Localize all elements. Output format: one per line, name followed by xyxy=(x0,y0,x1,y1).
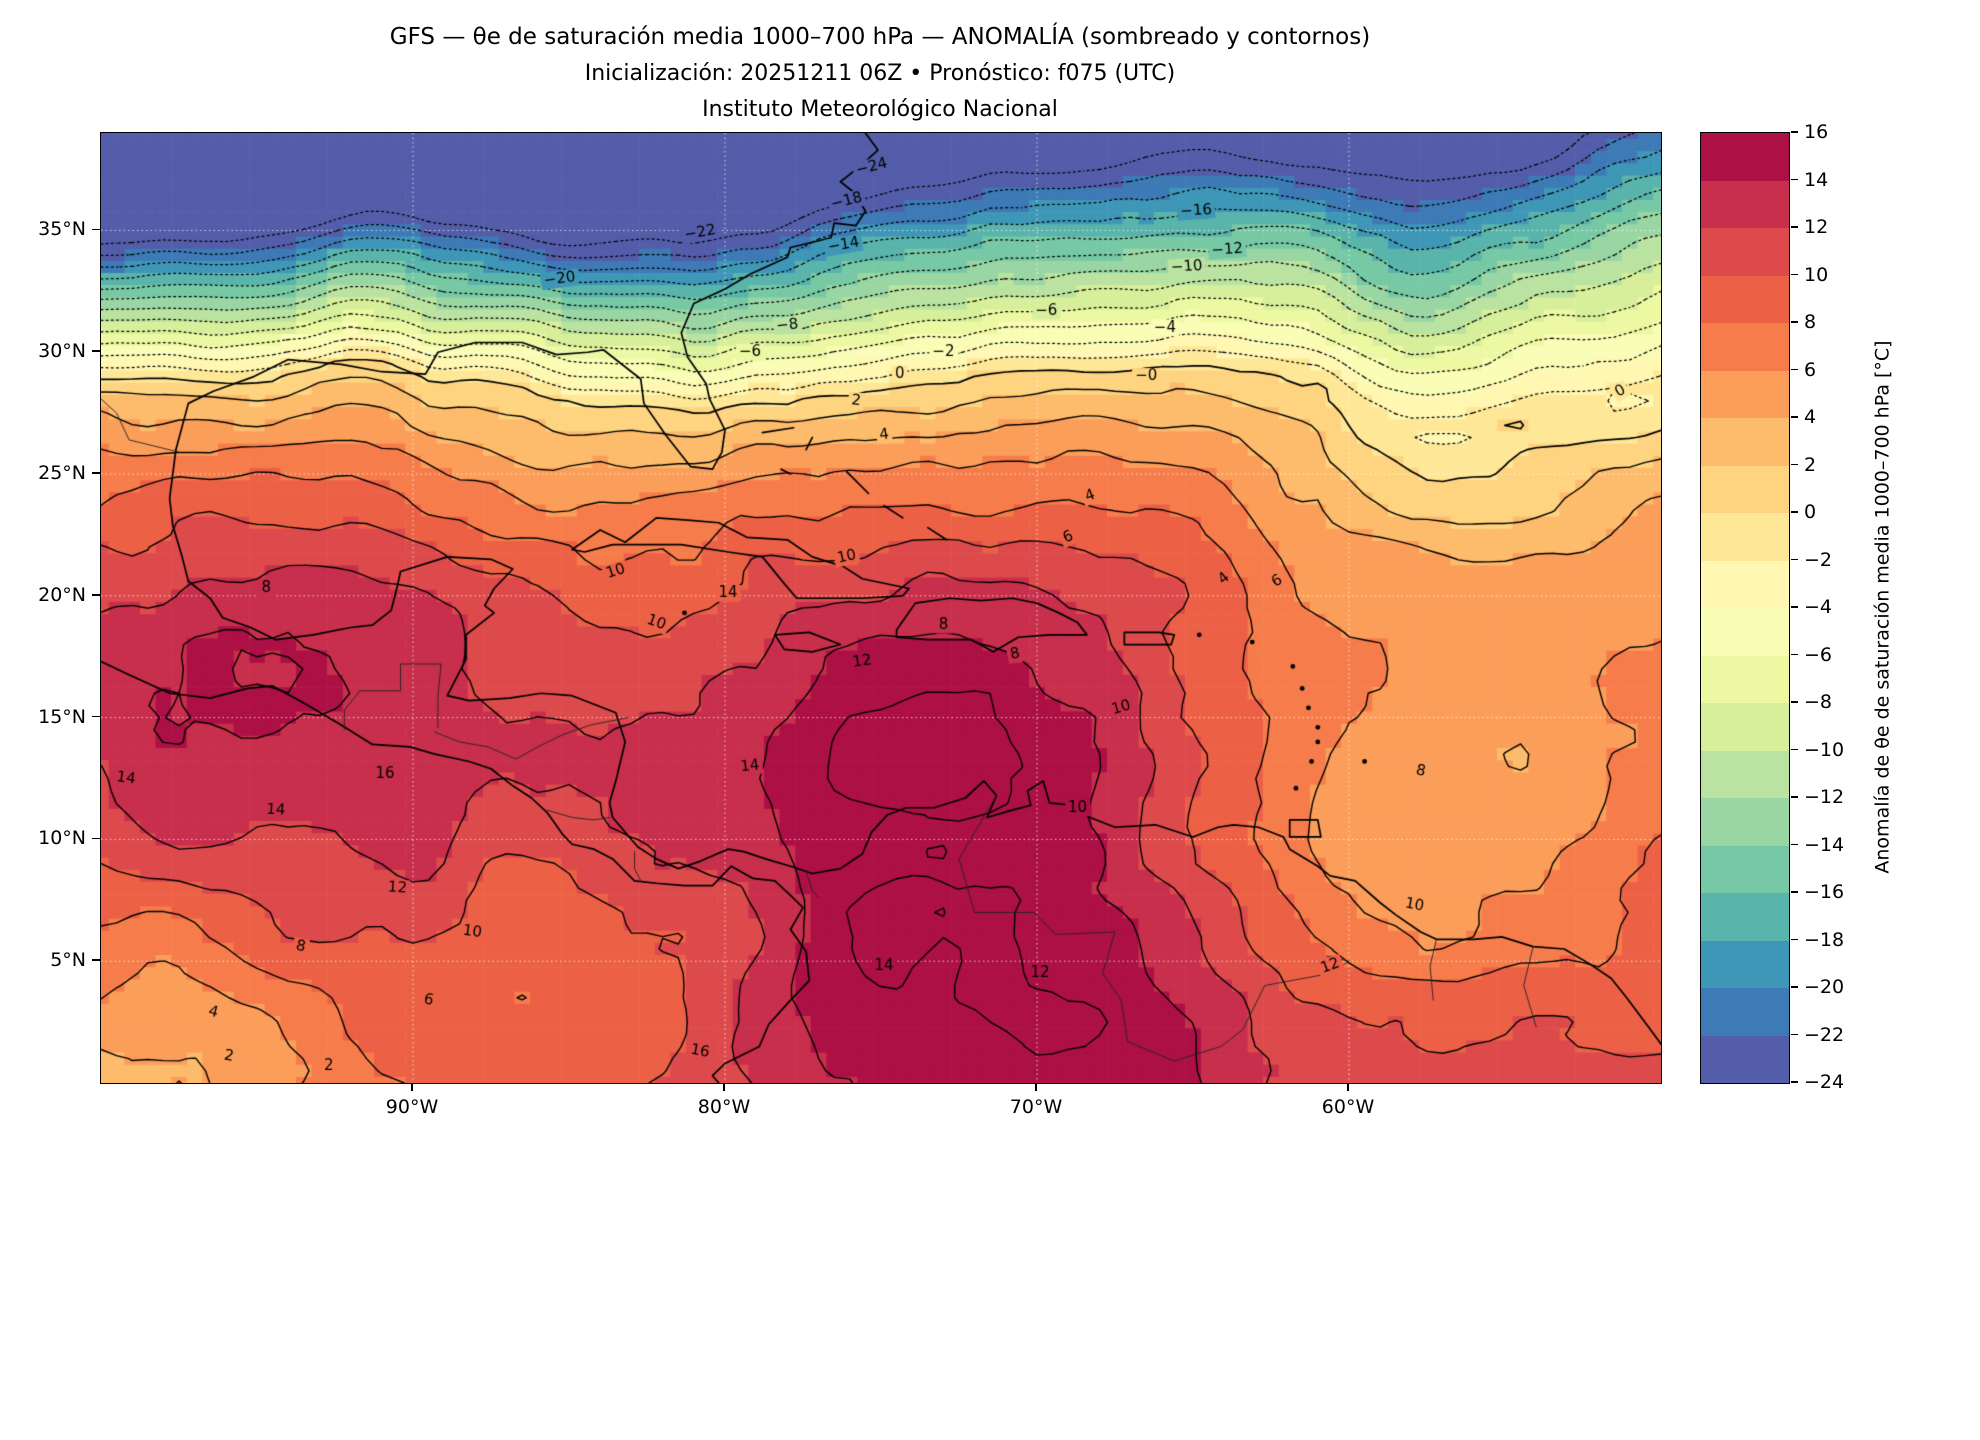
colorbar-segment xyxy=(1701,180,1789,228)
colorbar-tick-mark xyxy=(1791,178,1798,181)
colorbar-tick-label: −16 xyxy=(1804,881,1845,903)
colorbar-tick-mark xyxy=(1791,273,1798,276)
y-tick-mark xyxy=(92,350,100,352)
x-tick-label: 60°W xyxy=(1321,1096,1375,1118)
colorbar-tick-label: 16 xyxy=(1804,121,1829,143)
colorbar-segment xyxy=(1701,703,1789,751)
y-tick-label: 5°N xyxy=(50,949,86,972)
colorbar-tick-label: 12 xyxy=(1804,216,1829,238)
chart-title: GFS — θe de saturación media 1000–700 hP… xyxy=(389,24,1371,50)
colorbar-label-container: Anomalía de θe de saturación media 1000–… xyxy=(1848,132,1918,1082)
colorbar-tick-label: −8 xyxy=(1804,691,1833,713)
colorbar-segment xyxy=(1701,133,1789,181)
colorbar-tick-label: −10 xyxy=(1804,738,1845,761)
colorbar-tick-mark xyxy=(1791,558,1798,561)
colorbar-tick-label: −20 xyxy=(1804,976,1845,998)
x-tick-mark xyxy=(723,1083,725,1091)
x-tick-label: 80°W xyxy=(697,1096,751,1118)
colorbar-tick-label: −2 xyxy=(1804,548,1833,571)
colorbar-tick-mark xyxy=(1791,511,1798,513)
colorbar-segment xyxy=(1701,893,1789,941)
y-tick-label: 30°N xyxy=(38,340,86,363)
colorbar-tick-mark xyxy=(1791,701,1798,703)
x-tick-mark xyxy=(411,1083,413,1091)
colorbar-tick-mark xyxy=(1791,891,1798,893)
y-tick-mark xyxy=(92,837,100,840)
colorbar-tick-mark xyxy=(1791,368,1798,371)
colorbar-segment xyxy=(1701,465,1789,513)
colorbar-tick-label: 6 xyxy=(1804,358,1817,381)
anomaly-map-canvas xyxy=(101,133,1661,1083)
colorbar-tick-label: −6 xyxy=(1804,643,1833,666)
x-tick-label: 90°W xyxy=(385,1096,439,1118)
y-tick-label: 35°N xyxy=(38,218,86,241)
colorbar-segment xyxy=(1701,655,1789,703)
x-tick-mark xyxy=(1035,1083,1037,1091)
colorbar-tick-label: −4 xyxy=(1804,596,1833,618)
y-tick-label: 25°N xyxy=(38,462,86,485)
y-tick-mark xyxy=(92,228,100,231)
colorbar-segment xyxy=(1701,228,1789,276)
colorbar-segment xyxy=(1701,513,1789,561)
colorbar-tick-label: −14 xyxy=(1804,833,1845,856)
colorbar-segment xyxy=(1701,370,1789,418)
colorbar-tick-mark xyxy=(1791,606,1798,608)
colorbar-tick-label: 8 xyxy=(1804,311,1817,333)
y-tick-mark xyxy=(92,594,100,596)
colorbar-segment xyxy=(1701,988,1789,1036)
chart-subtitle: Inicialización: 20251211 06Z • Pronóstic… xyxy=(584,61,1176,86)
colorbar-segment xyxy=(1701,275,1789,323)
y-tick-label: 20°N xyxy=(38,583,86,606)
colorbar-segment xyxy=(1701,323,1789,371)
colorbar-tick-mark xyxy=(1791,843,1798,846)
colorbar-tick-label: 0 xyxy=(1804,501,1817,523)
colorbar-tick-mark xyxy=(1791,986,1798,988)
y-tick-mark xyxy=(92,472,100,474)
chart-institution: Instituto Meteorológico Nacional xyxy=(702,97,1058,122)
y-tick-label: 15°N xyxy=(38,705,86,728)
x-tick-mark xyxy=(1347,1083,1349,1091)
map-plot-area xyxy=(100,132,1662,1084)
colorbar-tick-mark xyxy=(1791,748,1798,751)
colorbar-tick-mark xyxy=(1791,1081,1798,1083)
colorbar-tick-label: 4 xyxy=(1804,406,1817,428)
y-tick-mark xyxy=(92,715,100,718)
colorbar-tick-label: −22 xyxy=(1804,1023,1845,1046)
colorbar-segment xyxy=(1701,560,1789,608)
colorbar-segment xyxy=(1701,798,1789,846)
colorbar-tick-label: −24 xyxy=(1804,1071,1845,1093)
colorbar-segment xyxy=(1701,750,1789,798)
colorbar-tick-mark xyxy=(1791,226,1798,228)
colorbar-tick-label: 14 xyxy=(1804,168,1829,191)
colorbar-tick-mark xyxy=(1791,938,1798,941)
colorbar-segment xyxy=(1701,845,1789,893)
colorbar-tick-mark xyxy=(1791,416,1798,418)
colorbar-segment xyxy=(1701,608,1789,656)
colorbar-tick-mark xyxy=(1791,131,1798,133)
y-tick-mark xyxy=(92,959,100,961)
x-tick-label: 70°W xyxy=(1009,1096,1063,1118)
colorbar-segment xyxy=(1701,940,1789,988)
colorbar-tick-mark xyxy=(1791,463,1798,466)
colorbar-tick-mark xyxy=(1791,653,1798,656)
colorbar-tick-mark xyxy=(1791,796,1798,798)
colorbar-tick-mark xyxy=(1791,1033,1798,1036)
colorbar-tick-label: −12 xyxy=(1804,786,1845,808)
colorbar-segment xyxy=(1701,418,1789,466)
y-tick-label: 10°N xyxy=(38,827,86,850)
colorbar-tick-label: 10 xyxy=(1804,263,1829,286)
colorbar-label: Anomalía de θe de saturación media 1000–… xyxy=(1872,340,1894,874)
colorbar-tick-label: −18 xyxy=(1804,928,1845,951)
colorbar xyxy=(1700,132,1790,1084)
colorbar-tick-label: 2 xyxy=(1804,453,1817,476)
colorbar-segment xyxy=(1701,1035,1789,1083)
colorbar-tick-mark xyxy=(1791,321,1798,323)
